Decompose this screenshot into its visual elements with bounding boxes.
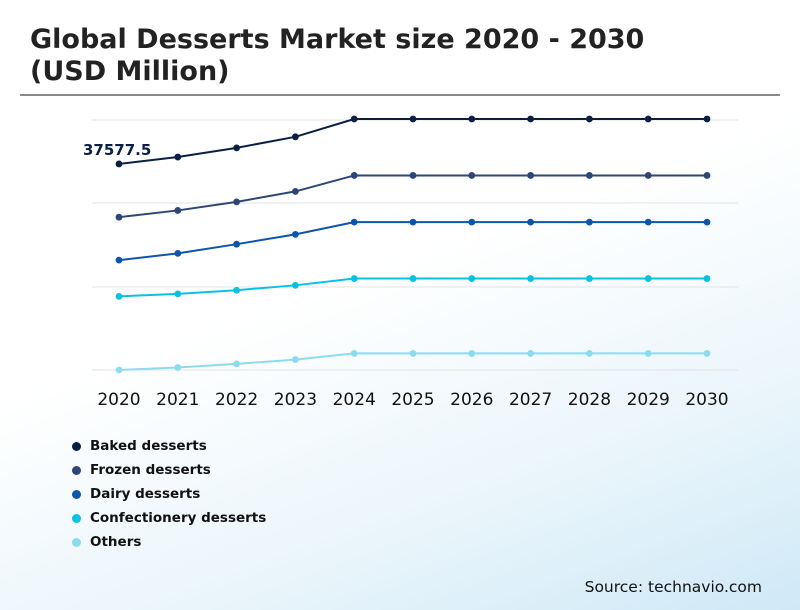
legend-item-3: Confectionery desserts	[72, 506, 266, 530]
data-point-s2-2024	[350, 218, 358, 226]
data-point-s3-2024	[350, 275, 358, 282]
series-line-0	[118, 118, 707, 165]
data-point-s0-2029	[644, 115, 652, 123]
data-point-s4-2030	[703, 350, 711, 357]
data-point-s2-2020	[115, 256, 123, 264]
data-point-s1-2020	[115, 213, 123, 221]
legend-item-0: Baked desserts	[72, 434, 266, 458]
data-point-s3-2030	[703, 275, 711, 282]
data-point-s3-2021	[174, 290, 182, 298]
data-point-s0-2021	[174, 153, 182, 161]
title-divider	[20, 94, 780, 96]
value-annotation: 37577.5	[83, 141, 151, 159]
series-line-1	[118, 174, 707, 219]
data-point-s4-2027	[527, 350, 534, 357]
data-point-s2-2027	[527, 218, 534, 226]
x-tick-label-2023: 2023	[274, 390, 317, 410]
data-point-s1-2025	[409, 172, 417, 179]
data-point-s2-2026	[468, 218, 476, 226]
data-point-s0-2027	[527, 115, 534, 123]
data-point-s0-2020	[115, 160, 123, 168]
x-tick-label-2027: 2027	[509, 390, 552, 410]
data-point-s1-2029	[644, 172, 652, 179]
legend-marker-icon	[72, 465, 81, 475]
data-point-s3-2025	[409, 275, 417, 282]
data-point-s3-2020	[115, 292, 123, 300]
data-point-s3-2027	[527, 275, 534, 282]
x-tick-label-2026: 2026	[450, 390, 493, 410]
chart-title: Global Desserts Market size 2020 - 2030 …	[30, 24, 644, 88]
data-point-s4-2026	[468, 350, 476, 357]
source-credit: Source: technavio.com	[584, 578, 762, 596]
x-tick-label-2020: 2020	[97, 390, 140, 410]
data-point-s3-2022	[233, 286, 241, 294]
legend-label: Dairy desserts	[90, 486, 201, 502]
data-point-s1-2028	[586, 172, 593, 179]
data-point-s2-2022	[233, 240, 241, 248]
chart-title-line-2: (USD Million)	[30, 56, 230, 87]
data-point-s1-2022	[233, 198, 241, 206]
data-point-s4-2021	[174, 364, 182, 371]
x-tick-label-2025: 2025	[391, 390, 434, 410]
data-point-s2-2025	[409, 218, 417, 226]
data-point-s2-2028	[586, 218, 593, 226]
data-point-s1-2026	[468, 172, 476, 179]
legend-label: Frozen desserts	[90, 462, 211, 478]
data-point-s0-2023	[292, 133, 299, 141]
data-point-s1-2027	[527, 172, 534, 179]
legend-label: Others	[90, 534, 142, 550]
data-point-s0-2026	[468, 115, 476, 123]
chart-title-line-1: Global Desserts Market size 2020 - 2030	[30, 24, 645, 55]
data-point-s1-2023	[292, 188, 299, 195]
data-point-s4-2028	[586, 350, 593, 357]
data-point-s2-2029	[644, 218, 652, 226]
data-point-s2-2030	[703, 218, 711, 226]
x-tick-label-2022: 2022	[215, 390, 258, 410]
line-chart: 2020 2021 2022 2023 2024 2025 2026 2027 2028 2029…	[83, 115, 738, 410]
data-point-s4-2020	[115, 366, 123, 374]
data-point-s1-2030	[703, 172, 711, 179]
legend-item-4: Others	[72, 530, 266, 554]
data-point-s2-2023	[292, 230, 299, 238]
legend-marker-icon	[72, 513, 81, 523]
legend-marker-icon	[72, 489, 81, 499]
legend-marker-icon	[72, 537, 81, 547]
data-point-s3-2029	[644, 275, 652, 282]
data-point-s4-2023	[292, 356, 299, 363]
data-point-s0-2024	[350, 115, 358, 123]
data-point-s3-2026	[468, 275, 476, 282]
x-tick-label-2021: 2021	[156, 390, 199, 410]
x-tick-label-2024: 2024	[333, 390, 376, 410]
chart-legend: Baked desserts Frozen desserts Dairy desse…	[72, 434, 266, 554]
data-point-s0-2030	[703, 115, 711, 123]
x-tick-label-2029: 2029	[627, 390, 670, 410]
legend-label: Baked desserts	[90, 438, 207, 454]
data-point-s0-2022	[233, 144, 241, 152]
legend-item-1: Frozen desserts	[72, 458, 266, 482]
series-line-2	[118, 221, 707, 262]
legend-marker-icon	[72, 441, 81, 451]
data-point-s3-2023	[292, 281, 299, 289]
data-point-s0-2028	[586, 115, 593, 123]
data-point-s4-2025	[409, 350, 417, 357]
legend-label: Confectionery desserts	[90, 510, 267, 526]
x-tick-label-2028: 2028	[568, 390, 611, 410]
data-point-s3-2028	[586, 275, 593, 282]
data-point-s4-2029	[644, 350, 652, 357]
x-tick-label-2030: 2030	[685, 390, 728, 410]
data-point-s2-2021	[174, 249, 182, 257]
data-point-s4-2024	[350, 350, 358, 357]
data-point-s1-2021	[174, 207, 182, 214]
legend-item-2: Dairy desserts	[72, 482, 266, 506]
data-point-s0-2025	[409, 115, 417, 123]
data-point-s4-2022	[233, 360, 241, 368]
data-point-s1-2024	[350, 172, 358, 179]
